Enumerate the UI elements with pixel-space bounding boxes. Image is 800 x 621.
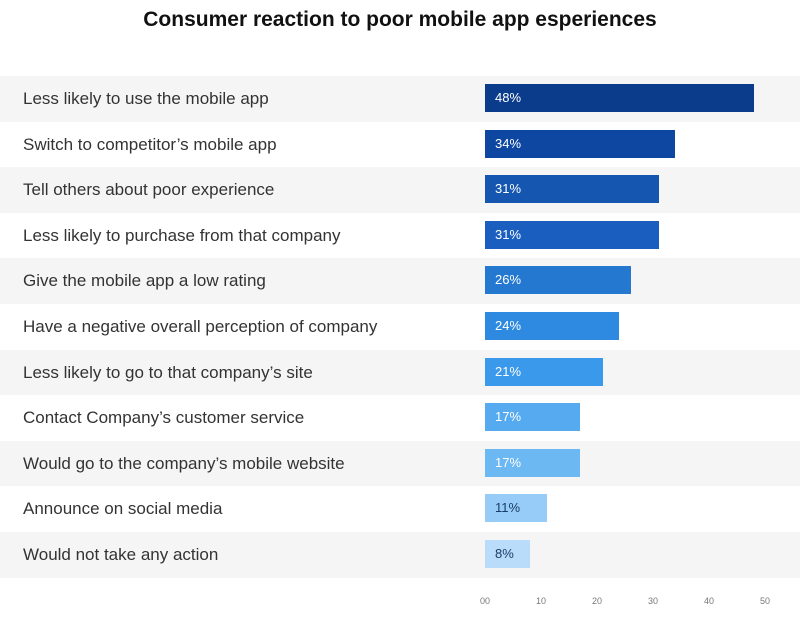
category-label: Announce on social media (23, 499, 223, 519)
bar-row: Less likely to go to that company’s site… (0, 349, 800, 396)
category-label: Have a negative overall perception of co… (23, 316, 378, 336)
bar-value-label: 11% (495, 500, 521, 516)
bar-value-label: 34% (495, 135, 522, 151)
x-tick-label: 10 (535, 596, 547, 606)
bar-value-label: 31% (495, 226, 522, 242)
bar-value-label: 21% (495, 363, 522, 379)
bar-row: Would go to the company’s mobile website… (0, 440, 800, 487)
bar: 11% (485, 494, 547, 523)
x-tick-label: 20 (591, 596, 603, 606)
bar: 17% (485, 448, 581, 477)
category-label: Less likely to purchase from that compan… (23, 225, 341, 245)
bar: 8% (485, 539, 530, 568)
x-tick-label: 50 (759, 596, 771, 606)
category-label: Tell others about poor experience (23, 180, 275, 200)
category-label: Would not take any action (23, 544, 219, 564)
chart-title: Consumer reaction to poor mobile app esp… (143, 8, 657, 31)
bar: 31% (485, 220, 659, 249)
bar-row: Less likely to use the mobile app 48% (0, 76, 800, 122)
bar-row: Announce on social media 11% (0, 486, 800, 532)
bar-value-label: 8% (495, 545, 514, 561)
bar: 31% (485, 175, 659, 204)
bar: 17% (485, 403, 581, 432)
bar: 24% (485, 311, 620, 340)
bar-value-label: 24% (495, 317, 522, 333)
bar-value-label: 31% (495, 181, 522, 197)
x-tick-label: 40 (703, 596, 715, 606)
bar-value-label: 48% (495, 90, 522, 105)
bar-row: Give the mobile app a low rating 26% (0, 258, 800, 304)
bar: 21% (485, 357, 603, 386)
category-label: Contact Company’s customer service (23, 408, 305, 428)
category-label: Switch to competitor’s mobile app (23, 134, 277, 154)
x-tick-label: 30 (647, 596, 659, 606)
bar-row: Tell others about poor experience 31% (0, 167, 800, 213)
category-label: Would go to the company’s mobile website (23, 453, 345, 473)
bar: 26% (485, 266, 631, 295)
bar-row: Less likely to purchase from that compan… (0, 213, 800, 259)
bar-row: Switch to competitor’s mobile app 34% (0, 122, 800, 168)
category-label: Less likely to use the mobile app (23, 89, 269, 108)
bar-value-label: 17% (495, 409, 522, 425)
bar-value-label: 17% (495, 454, 522, 470)
bar-row: Have a negative overall perception of co… (0, 304, 800, 350)
category-label: Less likely to go to that company’s site (23, 362, 313, 382)
x-tick-label: 00 (479, 596, 491, 606)
bar-row: Contact Company’s customer service 17% (0, 395, 800, 441)
bar-value-label: 26% (495, 272, 522, 288)
bar: 48% (485, 84, 754, 112)
bar: 34% (485, 129, 676, 158)
x-axis: 00 10 20 30 40 50 (0, 596, 800, 616)
category-label: Give the mobile app a low rating (23, 271, 266, 291)
bar-rows: Less likely to use the mobile app 48% Swit… (0, 76, 800, 578)
bar-row: Would not take any action 8% (0, 531, 800, 578)
